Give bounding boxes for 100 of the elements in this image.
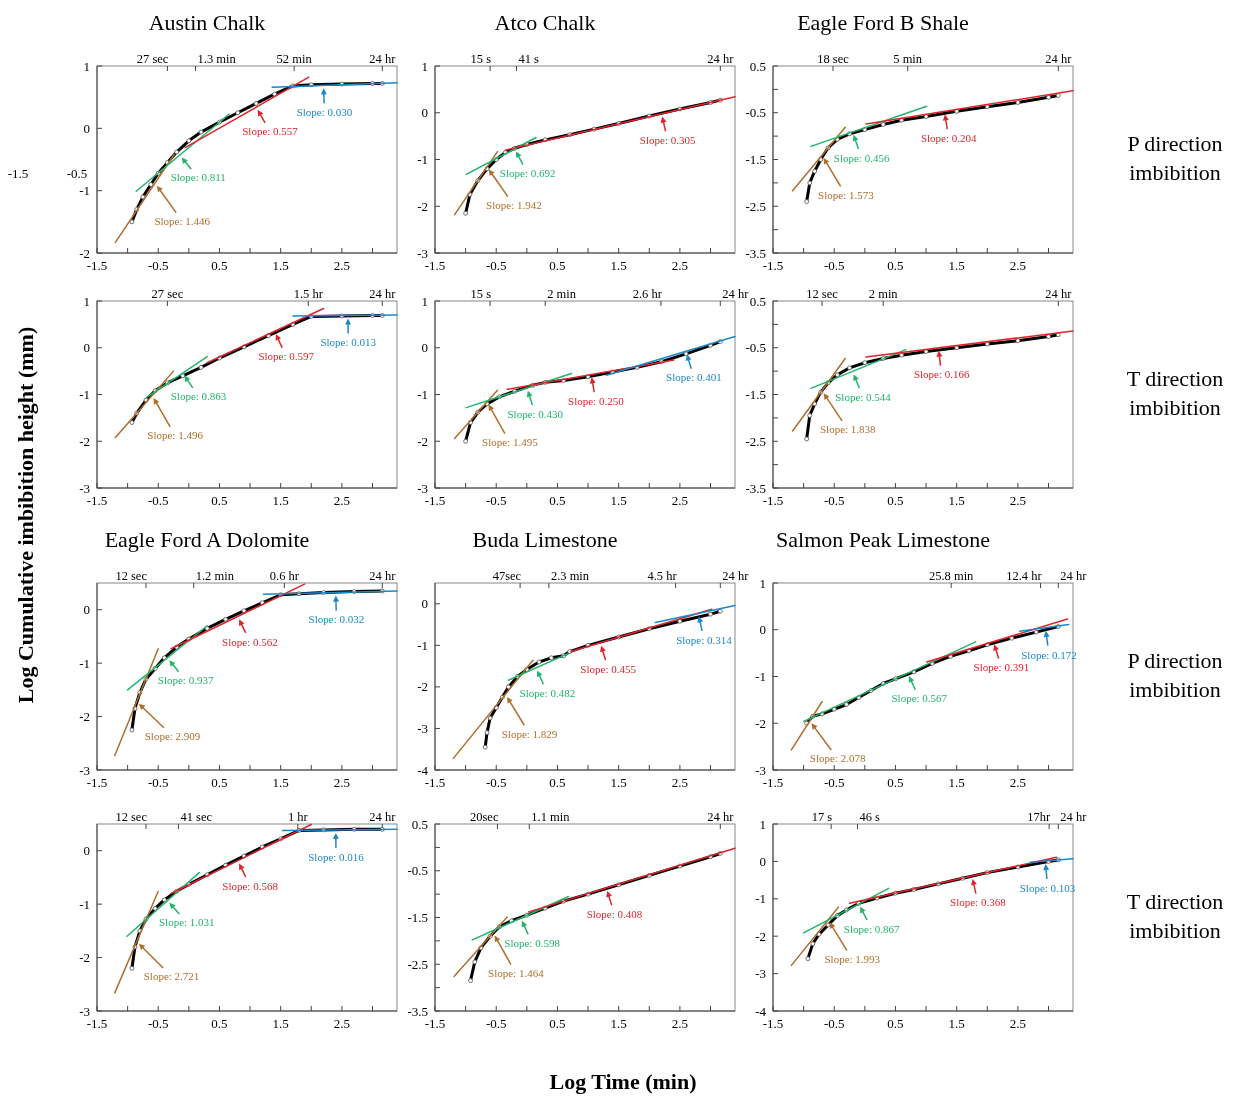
ref-line-label: 24 hr: [707, 52, 735, 66]
annotation: Slope: 1.031: [158, 916, 215, 929]
x-tick-label: 2.5: [671, 493, 689, 508]
annotation: Slope: 0.314: [676, 633, 733, 646]
ref-line-label: 4.5 hr: [647, 569, 678, 583]
annotation: Slope: 0.567: [891, 692, 948, 705]
x-tick-label: 1.5: [272, 1016, 289, 1031]
ref-line-label: 41 s: [518, 52, 540, 66]
y-tick-label: -1: [417, 637, 428, 653]
x-tick-label: 1.5: [610, 1016, 627, 1031]
y-tick-label: 0.5: [411, 816, 428, 832]
annotation: Slope: 0.391: [973, 661, 1030, 674]
ref-line-label: 27 sec: [151, 287, 184, 301]
ref-line-label: 12 sec: [115, 569, 148, 583]
annotation: Slope: 0.456: [833, 151, 890, 164]
ref-line-label: 5 min: [893, 52, 923, 66]
y-tick-label: -3.5: [407, 1003, 428, 1019]
ref-line-label: 47sec: [492, 569, 522, 583]
text: T direction imbibition: [1126, 888, 1224, 943]
annotation: Slope: 1.446: [154, 215, 211, 228]
annotation: Slope: 0.430: [507, 407, 564, 420]
text: -1.5: [7, 166, 29, 181]
x-tick-label: 1.5: [272, 775, 289, 790]
x-tick-label: 1.5: [948, 775, 965, 790]
y-tick-label: -1.5: [745, 152, 766, 168]
annotation: Slope: 0.250: [568, 394, 625, 407]
annotation: Slope: 0.032: [308, 613, 365, 626]
annotation: Slope: 0.305: [639, 134, 696, 147]
x-tick-label: 1.5: [610, 493, 627, 508]
x-tick-label: 0.5: [211, 258, 228, 273]
annotation: Slope: 0.172: [1021, 648, 1077, 661]
annotation: Slope: 1.942: [486, 199, 542, 212]
y-tick-label: -2.5: [745, 198, 766, 214]
y-axis-title: Log Cumulative imbibition height (mm): [13, 326, 38, 704]
x-tick-label: 0.5: [549, 258, 566, 273]
ref-line-label: 18 sec: [817, 52, 850, 66]
y-tick-label: 0: [83, 602, 90, 618]
x-tick-label: -0.5: [485, 1016, 507, 1031]
ref-line-label: 24 hr: [707, 810, 735, 824]
y-tick-label: 0.5: [749, 293, 766, 309]
x-tick-label: 0.5: [211, 493, 228, 508]
y-tick-label: -4: [417, 762, 429, 778]
ref-line-label: 2.3 min: [550, 569, 590, 583]
annotation: Slope: 0.016: [308, 850, 365, 863]
x-tick-label: 1.5: [948, 1016, 965, 1031]
y-tick-label: -1: [79, 655, 90, 671]
y-tick-label: -2: [79, 433, 90, 449]
y-tick-label: -2: [79, 245, 90, 261]
ref-line-label: 1 hr: [287, 810, 309, 824]
annotation: Slope: 0.166: [913, 368, 970, 381]
y-tick-label: 0: [421, 105, 428, 121]
ref-line-label: 1.2 min: [195, 569, 235, 583]
annotation: Slope: 0.597: [258, 350, 315, 363]
y-tick-label: -1.5: [745, 387, 766, 403]
y-tick-label: -1: [79, 387, 90, 403]
y-tick-label: -0.5: [745, 340, 766, 356]
x-tick-label: 0.5: [211, 775, 228, 790]
chart-title: Austin Chalk: [148, 10, 266, 35]
y-tick-label: 1: [759, 575, 766, 591]
annotation: Slope: 1.464: [488, 967, 545, 980]
ref-line-label: 24 hr: [1045, 287, 1073, 301]
x-tick-label: 0.5: [549, 493, 566, 508]
x-tick-label: 0.5: [887, 258, 904, 273]
x-tick-label: 2.5: [1009, 258, 1027, 273]
y-tick-label: -3.5: [745, 245, 766, 261]
x-tick-label: 2.5: [671, 775, 689, 790]
annotation: Slope: 0.103: [1019, 881, 1076, 894]
x-tick-label: 2.5: [333, 1016, 351, 1031]
annotation: Slope: 0.568: [222, 879, 279, 892]
x-tick-label: 2.5: [1009, 493, 1027, 508]
ref-line-label: 2 min: [547, 287, 577, 301]
y-tick-label: -0.5: [745, 105, 766, 121]
annotation: Slope: 0.692: [499, 167, 556, 180]
annotation: Slope: 1.829: [501, 727, 558, 740]
text: P direction imbibition: [1127, 647, 1223, 702]
x-tick-label: 0.5: [887, 493, 904, 508]
x-tick-label: 0.5: [211, 1016, 228, 1031]
ref-line-label: 24 hr: [369, 569, 397, 583]
x-tick-label: 1.5: [610, 258, 627, 273]
ref-line-label: 0.6 hr: [269, 569, 300, 583]
y-tick-label: 0: [83, 120, 90, 136]
annotation: Slope: 0.408: [586, 908, 643, 921]
y-tick-label: -2: [417, 198, 428, 214]
ref-line-label: 52 min: [276, 52, 313, 66]
x-tick-label: 2.5: [671, 258, 689, 273]
ref-line-label: 24 hr: [1045, 52, 1073, 66]
ref-line-label: 1.5 hr: [293, 287, 324, 301]
annotation: Slope: 1.993: [824, 953, 881, 966]
annotation: Slope: 0.401: [666, 371, 722, 384]
x-tick-label: 2.5: [1009, 775, 1027, 790]
ref-line-label: 25.8 min: [928, 569, 975, 583]
x-tick-label: 2.5: [333, 775, 351, 790]
y-tick-label: -4: [755, 1003, 767, 1019]
y-tick-label: -2: [417, 679, 428, 695]
y-tick-label: -3: [417, 720, 428, 736]
annotation: Slope: 0.204: [920, 131, 978, 144]
ref-line-label: 24 hr: [1060, 569, 1088, 583]
annotation: Slope: 0.482: [519, 686, 576, 699]
x-tick-label: 0.5: [887, 775, 904, 790]
chart-title: Buda Limestone: [472, 527, 618, 552]
